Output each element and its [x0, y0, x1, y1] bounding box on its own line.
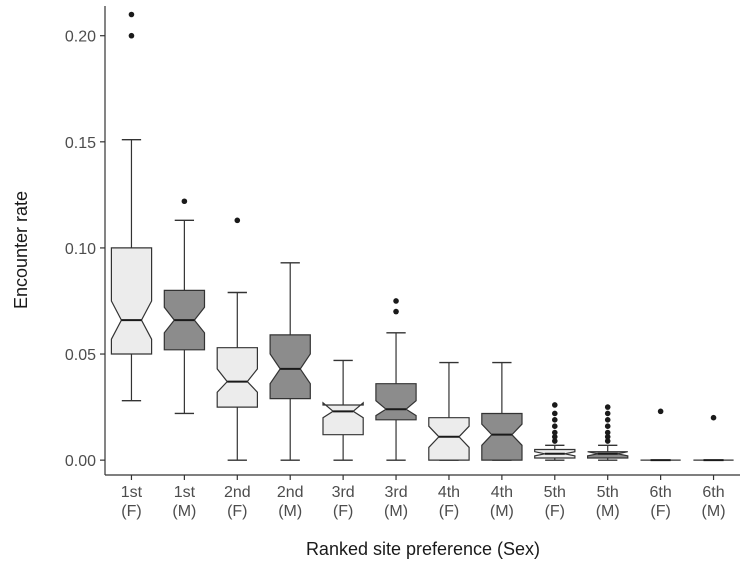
outlier-point [604, 404, 611, 410]
box [322, 401, 364, 436]
x-tick-label: 4th [491, 484, 513, 501]
y-tick-label: 0.00 [65, 453, 96, 470]
x-axis-title: Ranked site preference (Sex) [306, 539, 540, 559]
x-tick-label-sex: (M) [596, 503, 620, 520]
y-axis-title: Encounter rate [11, 191, 31, 309]
outlier-point [393, 298, 399, 304]
x-tick-label-sex: (M) [384, 503, 408, 520]
x-tick-label: 3rd [384, 484, 407, 501]
outlier-point [551, 402, 558, 408]
outlier-point [551, 434, 558, 440]
outlier-point [604, 434, 611, 440]
outlier-point [604, 417, 611, 423]
x-tick-label: 1st [121, 484, 143, 501]
outlier-point [234, 217, 241, 224]
x-tick-label-sex: (F) [439, 503, 459, 520]
x-tick-label-sex: (F) [227, 503, 247, 520]
box [216, 347, 258, 408]
outlier-point [604, 438, 611, 444]
outlier-point [128, 11, 135, 18]
x-tick-label-sex: (F) [545, 503, 565, 520]
x-tick-label: 6th [650, 484, 672, 501]
y-tick-label: 0.05 [65, 347, 96, 364]
x-tick-label: 2nd [277, 484, 304, 501]
y-tick-label: 0.10 [65, 241, 96, 258]
outlier-point [551, 417, 558, 423]
x-tick-label-sex: (F) [650, 503, 670, 520]
x-tick-label: 5th [597, 484, 619, 501]
outlier-point [604, 423, 611, 429]
box [428, 417, 470, 461]
box [110, 247, 153, 355]
x-tick-label-sex: (M) [490, 503, 514, 520]
x-tick-label: 1st [174, 484, 196, 501]
outlier-point [551, 438, 558, 444]
x-tick-label-sex: (M) [702, 503, 726, 520]
outlier-point [393, 308, 399, 315]
y-tick-label: 0.15 [65, 135, 96, 152]
outlier-point [551, 429, 558, 436]
outlier-point [604, 429, 611, 436]
x-tick-label-sex: (M) [278, 503, 302, 520]
x-tick-label-sex: (F) [333, 503, 353, 520]
x-tick-label: 2nd [224, 484, 251, 501]
plot-area: 0.00 0.05 0.10 0.15 0.20 1st (F) 1st (M) 2nd (F) 2n… [65, 6, 740, 520]
box [586, 451, 629, 459]
x-tick-label: 6th [702, 484, 724, 501]
outlier-point [710, 414, 717, 421]
x-tick-label-sex: (F) [121, 503, 141, 520]
x-tick-label: 5th [544, 484, 566, 501]
outlier-point [551, 423, 558, 429]
y-tick-label: 0.20 [65, 29, 96, 46]
outlier-point [181, 198, 188, 205]
outlier-point [551, 410, 558, 417]
outlier-point [604, 410, 611, 417]
box [269, 334, 311, 400]
x-tick-label: 3rd [332, 484, 355, 501]
x-tick-label-sex: (M) [172, 503, 196, 520]
box [375, 383, 417, 421]
x-tick-label: 4th [438, 484, 460, 501]
outlier-point [128, 32, 135, 39]
box [481, 412, 523, 461]
outlier-point [657, 408, 664, 415]
